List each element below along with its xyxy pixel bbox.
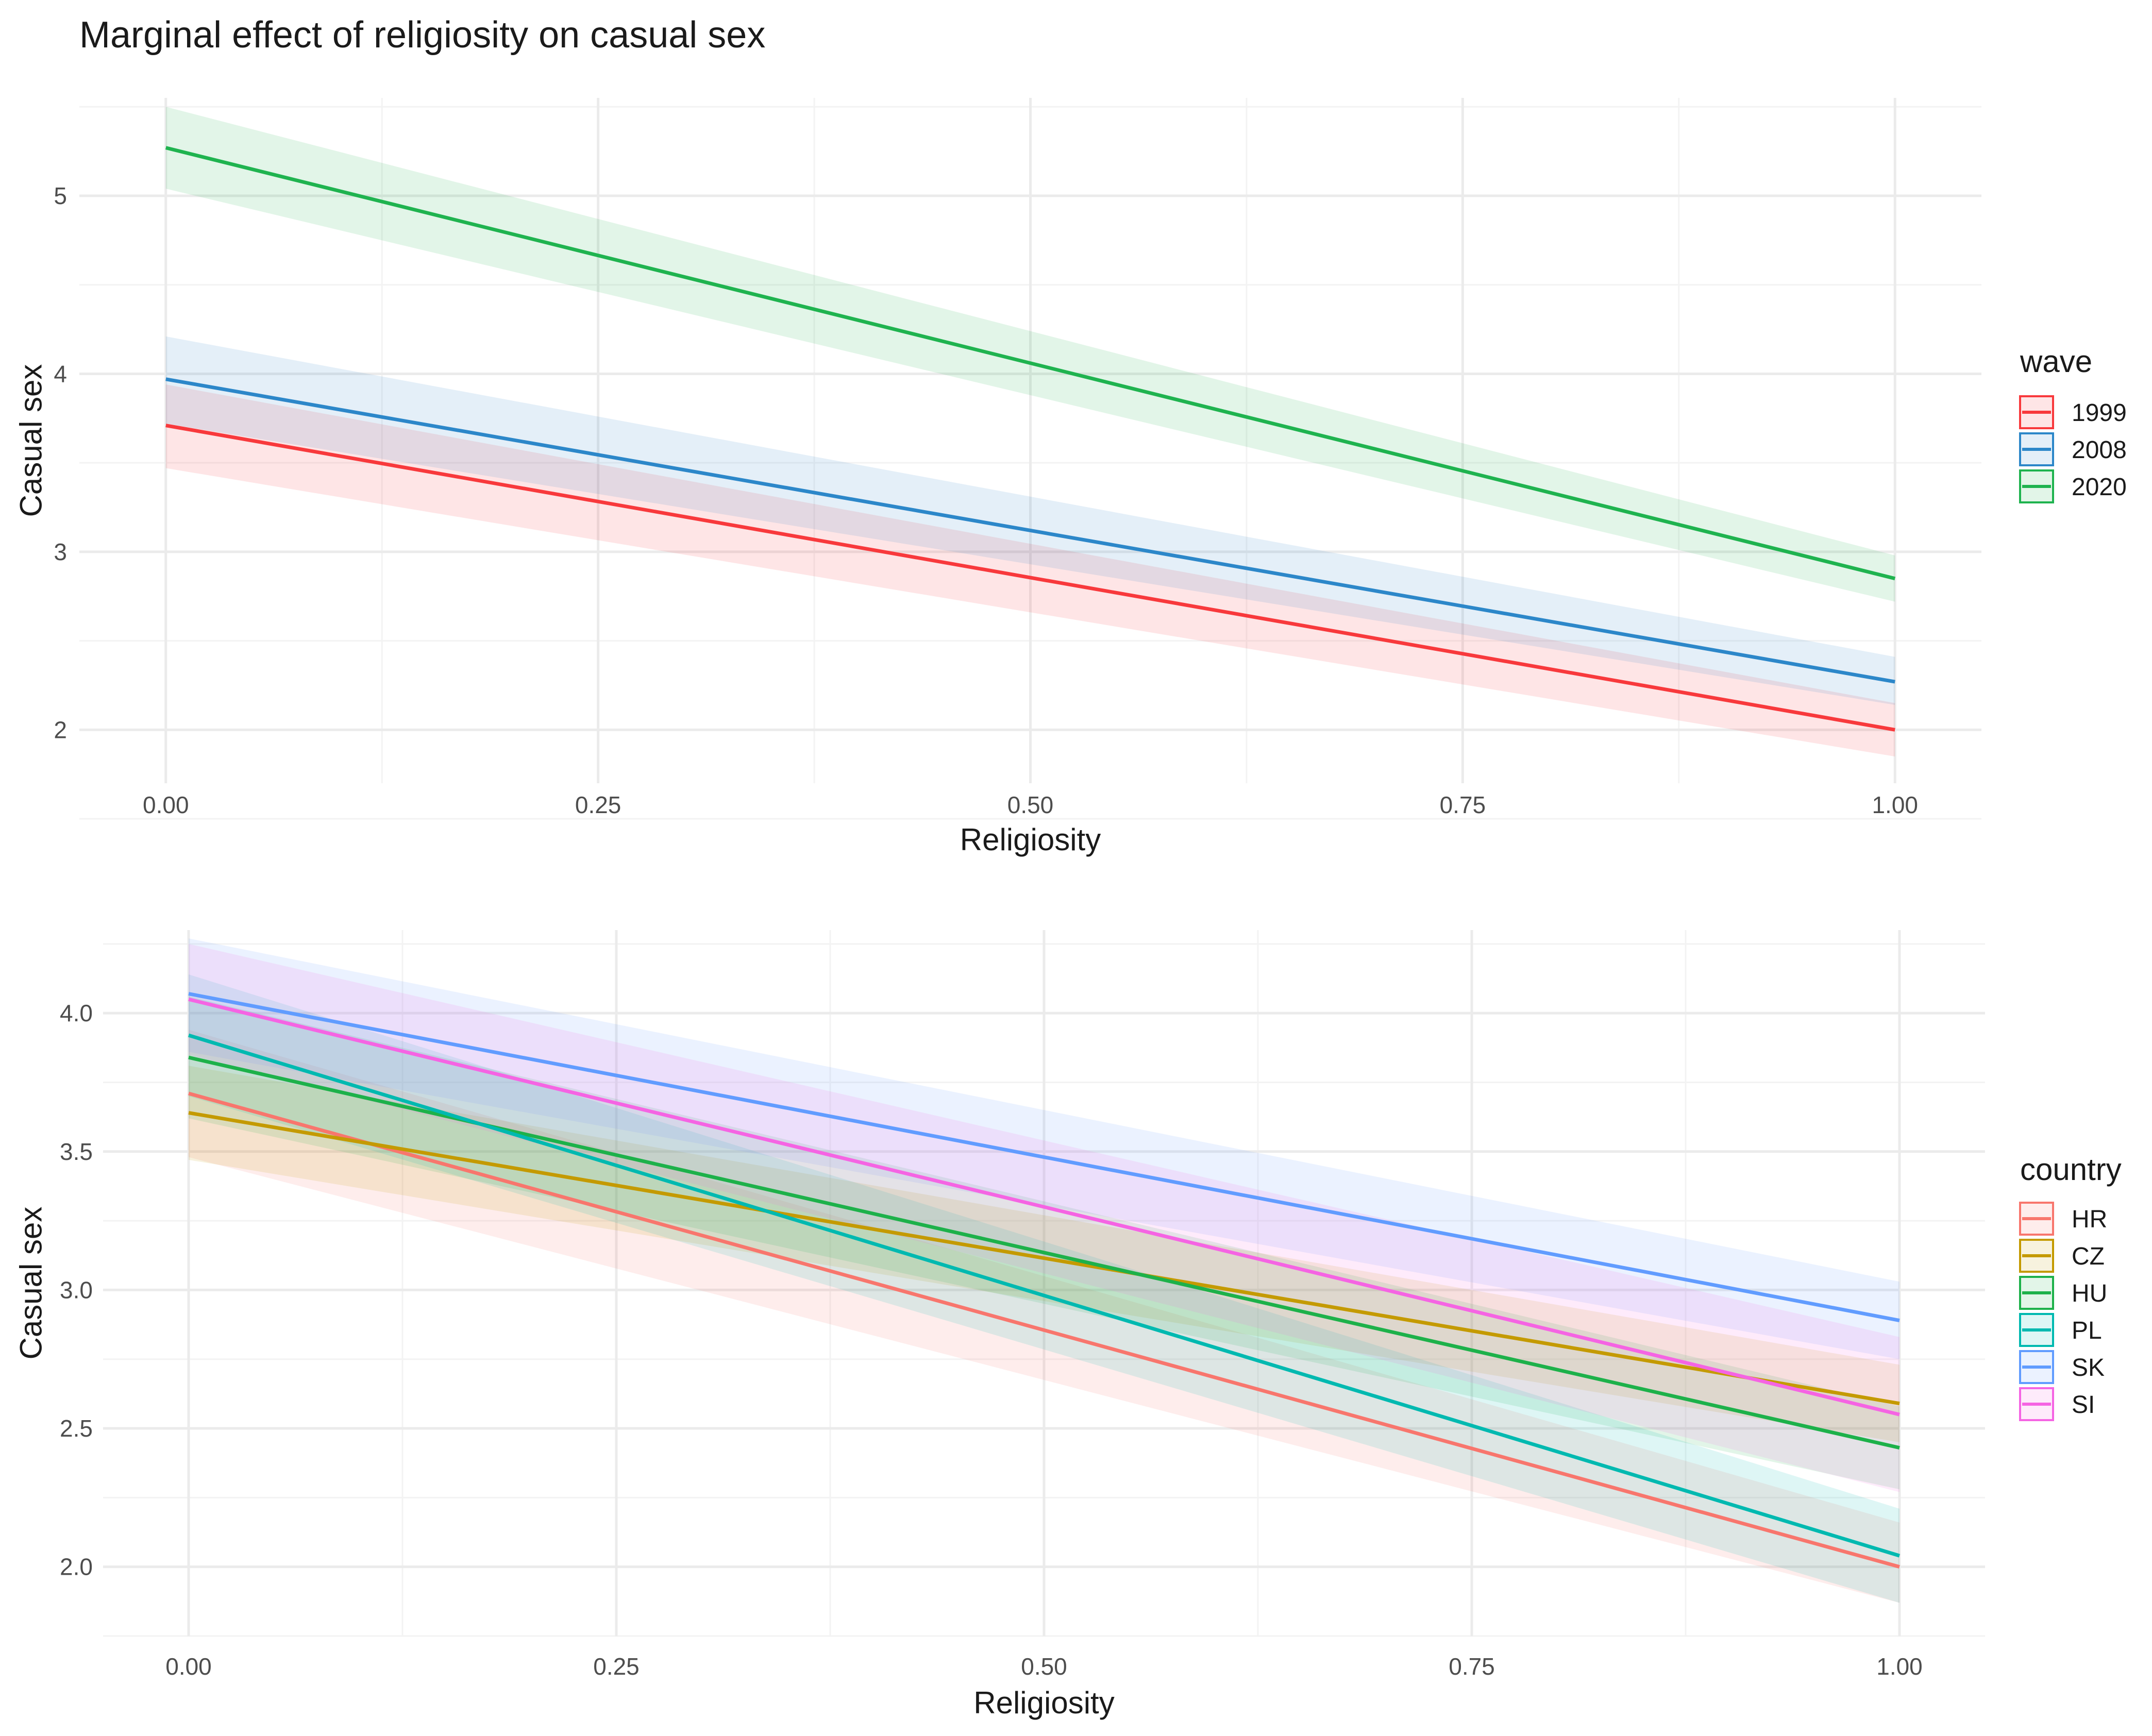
legend-label: SI — [2072, 1391, 2095, 1419]
x-axis-label: Religiosity — [973, 1686, 1114, 1720]
y-tick-label: 3 — [54, 538, 67, 565]
line-CZ — [188, 1111, 1900, 1406]
y-tick-label: 3.5 — [60, 1138, 93, 1165]
legend-label: HR — [2072, 1206, 2107, 1233]
line-SK — [188, 992, 1900, 1322]
x-tick-label: 0.75 — [1449, 1653, 1495, 1680]
ribbons — [189, 938, 1899, 1603]
series-lines — [165, 146, 1896, 732]
ribbon-SK — [189, 938, 1899, 1359]
legend-label: HU — [2072, 1280, 2107, 1307]
line-2020 — [165, 146, 1896, 581]
line-HR — [188, 1091, 1900, 1569]
legend-title: country — [2020, 1152, 2122, 1187]
y-axis-label: Casual sex — [14, 1207, 48, 1360]
legend: country HR CZ HU PL SK SI — [2019, 1152, 2122, 1421]
ribbon-2020 — [165, 107, 1895, 602]
y-tick-label: 4.0 — [60, 1000, 93, 1026]
x-tick-label: 0.25 — [593, 1653, 640, 1680]
legend-label: 2008 — [2072, 436, 2127, 464]
line-SI — [188, 997, 1900, 1417]
ribbons — [165, 107, 1895, 757]
x-tick-label: 0.00 — [165, 1653, 212, 1680]
ribbon-HU — [189, 996, 1899, 1490]
y-tick-label: 3.0 — [60, 1276, 93, 1303]
ribbon-PL — [189, 974, 1899, 1603]
y-tick-label: 2 — [54, 716, 67, 743]
grid — [103, 930, 1985, 1637]
legend-label: PL — [2072, 1317, 2102, 1344]
legend-item: SK — [2019, 1350, 2105, 1384]
legend-item: HR — [2019, 1202, 2107, 1236]
panel-2: 0.00 0.25 0.50 0.75 1.00 2.0 2.5 3.0 3.5 4.0 Relig… — [14, 930, 2122, 1720]
x-tick-label: 0.00 — [143, 791, 189, 818]
y-tick-label: 2.5 — [60, 1415, 93, 1442]
legend-item: SI — [2019, 1387, 2095, 1421]
y-tick-label: 2.0 — [60, 1554, 93, 1580]
legend-item: 2008 — [2019, 432, 2127, 466]
x-tick-label: 0.25 — [575, 791, 621, 818]
line-1999 — [165, 424, 1895, 732]
legend-item: CZ — [2019, 1239, 2105, 1273]
ribbon-1999 — [165, 384, 1895, 757]
legend-label: SK — [2072, 1354, 2105, 1381]
x-axis-label: Religiosity — [960, 822, 1101, 857]
x-tick-label: 0.75 — [1440, 791, 1486, 818]
y-tick-label: 4 — [54, 360, 67, 387]
legend-item: 2020 — [2019, 469, 2127, 503]
grid — [79, 98, 1981, 820]
x-tick-label: 0.50 — [1007, 791, 1054, 818]
y-axis-label: Casual sex — [14, 364, 48, 517]
panel-1: 0.00 0.25 0.50 0.75 1.00 2 3 4 5 Religiosity Casua… — [14, 98, 2127, 857]
line-2008 — [165, 377, 1895, 684]
legend-item: 1999 — [2019, 395, 2127, 429]
x-tick-label: 1.00 — [1872, 791, 1918, 818]
ribbon-SI — [189, 943, 1899, 1492]
x-tick-label: 0.50 — [1021, 1653, 1067, 1680]
ribbon-2008 — [165, 336, 1895, 705]
legend-item: PL — [2019, 1313, 2102, 1347]
legend: wave 1999 2008 2020 — [2019, 344, 2127, 503]
y-tick-label: 5 — [54, 182, 67, 209]
figure-title: Marginal effect of religiosity on casual… — [79, 14, 765, 56]
legend-title: wave — [2020, 344, 2092, 379]
series-lines — [188, 992, 1901, 1569]
legend-label: CZ — [2072, 1243, 2105, 1270]
legend-label: 2020 — [2072, 474, 2127, 501]
ribbon-HR — [189, 1030, 1899, 1603]
legend-item: HU — [2019, 1276, 2107, 1310]
line-PL — [188, 1033, 1901, 1558]
legend-label: 1999 — [2072, 399, 2127, 427]
x-tick-label: 1.00 — [1876, 1653, 1923, 1680]
